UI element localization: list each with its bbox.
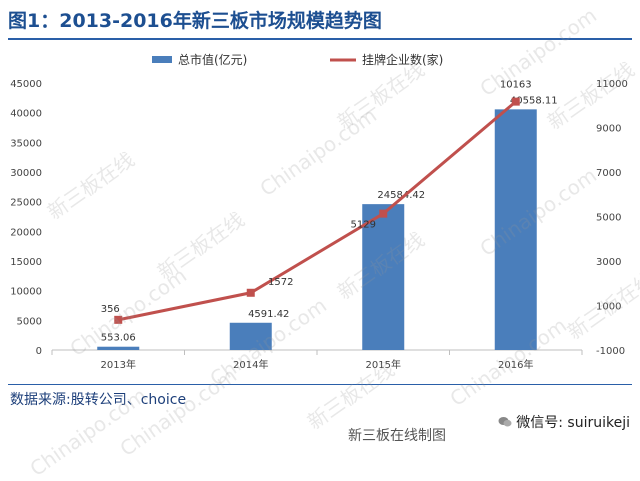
series-line — [117, 100, 517, 322]
y-left-tick-label: 35000 — [10, 138, 42, 149]
line-point — [511, 97, 520, 106]
line-data-label: 356 — [101, 304, 120, 315]
chart-title: 图1：2013-2016年新三板市场规模趋势图 — [8, 10, 382, 32]
footer-caption: 新三板在线制图 — [348, 428, 446, 444]
line-point — [379, 209, 388, 218]
x-tick-label: 2013年 — [101, 358, 136, 371]
bar-data-label: 553.06 — [101, 333, 136, 344]
y-left-tick-label: 40000 — [10, 109, 42, 120]
y-left-tick-label: 25000 — [10, 198, 42, 209]
chart: 总市值(亿元) 挂牌企业数(家) 0 5000 10000 15000 20000 25000… — [10, 52, 628, 371]
wechat-label: 微信号: suiruikeji — [516, 415, 630, 431]
bar — [362, 204, 405, 350]
y-right-tick-label: -1000 — [596, 346, 625, 357]
y-right-tick-label: 3000 — [596, 257, 621, 268]
y-left-tick-label: 15000 — [10, 257, 42, 268]
source-note: 数据来源:股转公司、choice — [10, 392, 187, 408]
bar — [229, 322, 272, 350]
y-left-tick-label: 45000 — [10, 79, 42, 90]
line-point — [246, 288, 255, 297]
source-divider — [8, 384, 632, 385]
y-left-tick-label: 5000 — [17, 316, 42, 327]
y-right-tick-label: 1000 — [596, 302, 621, 313]
wechat-icon — [498, 417, 512, 427]
line-data-label: 1572 — [268, 277, 293, 288]
bar-data-label: 24584.42 — [377, 190, 425, 201]
y-right-tick-label: 7000 — [596, 168, 621, 179]
y-left-tick-label: 10000 — [10, 287, 42, 298]
legend-swatch-bar — [152, 56, 172, 63]
title-divider — [8, 38, 632, 40]
bar — [97, 346, 140, 350]
y-left-tick-label: 0 — [36, 346, 42, 357]
legend-label-line: 挂牌企业数(家) — [362, 52, 443, 67]
y-right-tick-label: 5000 — [596, 213, 621, 224]
line-data-label: 5129 — [351, 220, 376, 231]
title-bar: 图1：2013-2016年新三板市场规模趋势图 — [0, 0, 640, 38]
bar-data-label: 4591.42 — [248, 309, 289, 320]
bar — [494, 109, 537, 350]
y-left-tick-label: 20000 — [10, 227, 42, 238]
x-tick-label: 2015年 — [366, 358, 401, 371]
line-point — [114, 315, 123, 324]
line-data-label: 10163 — [500, 80, 532, 91]
y-left-tick-label: 30000 — [10, 168, 42, 179]
y-right-tick-label: 11000 — [596, 79, 628, 90]
legend-label-bar: 总市值(亿元) — [178, 52, 247, 67]
x-tick-label: 2014年 — [233, 358, 268, 371]
x-tick-label: 2016年 — [498, 358, 533, 371]
bar-data-label: 40558.11 — [510, 95, 558, 106]
y-right-tick-label: 9000 — [596, 124, 621, 135]
wechat-id: 微信号: suiruikeji — [498, 412, 630, 432]
